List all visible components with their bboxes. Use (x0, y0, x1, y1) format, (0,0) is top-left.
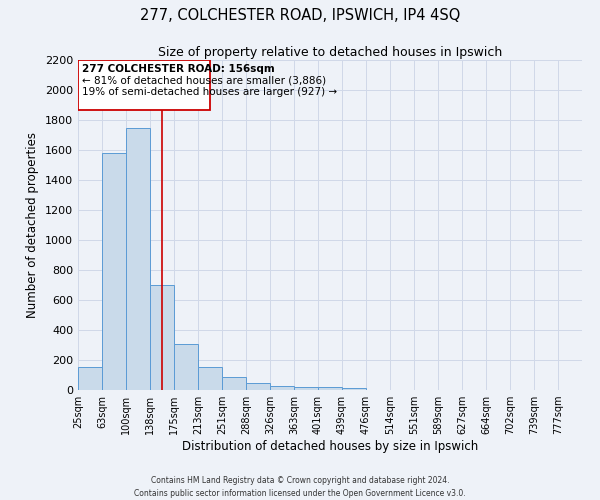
X-axis label: Distribution of detached houses by size in Ipswich: Distribution of detached houses by size … (182, 440, 478, 453)
Title: Size of property relative to detached houses in Ipswich: Size of property relative to detached ho… (158, 46, 502, 59)
Text: 277, COLCHESTER ROAD, IPSWICH, IP4 4SQ: 277, COLCHESTER ROAD, IPSWICH, IP4 4SQ (140, 8, 460, 22)
Text: 19% of semi-detached houses are larger (927) →: 19% of semi-detached houses are larger (… (82, 87, 337, 97)
Bar (246, 382, 270, 390)
Y-axis label: Number of detached properties: Number of detached properties (26, 132, 40, 318)
Bar (342, 388, 366, 390)
Bar (270, 386, 294, 390)
Text: ← 81% of detached houses are smaller (3,886): ← 81% of detached houses are smaller (3,… (82, 76, 326, 86)
Bar (126, 128, 150, 390)
FancyBboxPatch shape (79, 60, 211, 110)
Bar (222, 378, 246, 390)
Text: Contains HM Land Registry data © Crown copyright and database right 2024.
Contai: Contains HM Land Registry data © Crown c… (134, 476, 466, 498)
Bar (294, 387, 318, 390)
Bar (318, 387, 342, 390)
Bar (198, 367, 222, 390)
Bar (102, 153, 126, 390)
Text: 277 COLCHESTER ROAD: 156sqm: 277 COLCHESTER ROAD: 156sqm (82, 64, 275, 74)
Bar (150, 285, 174, 390)
Bar (78, 367, 102, 390)
Bar (174, 344, 198, 390)
